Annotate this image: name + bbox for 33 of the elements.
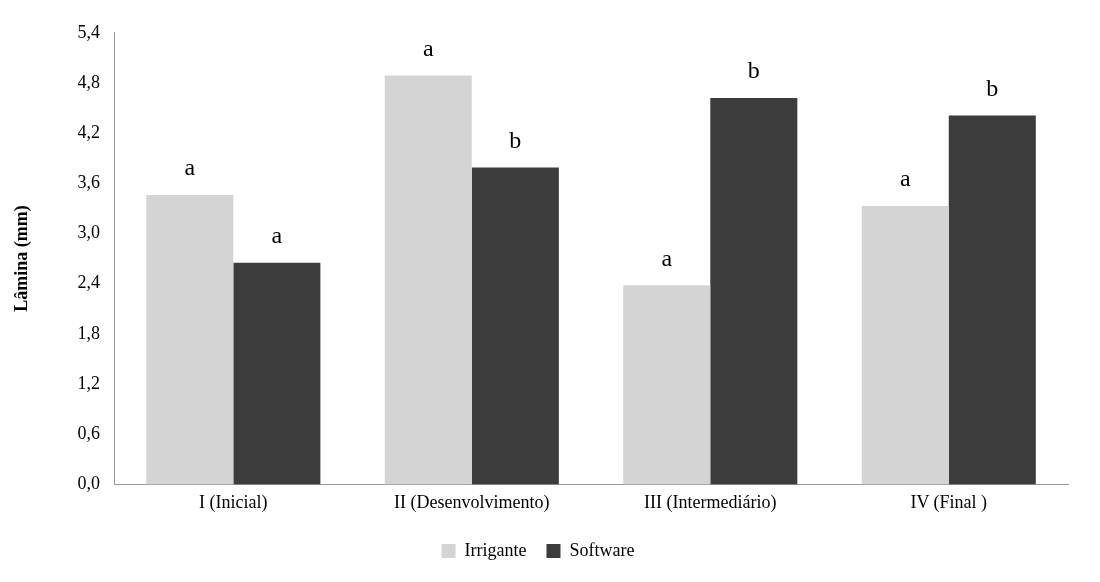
bar <box>146 195 234 485</box>
y-tick-label: 5,4 <box>77 21 101 42</box>
data-label: a <box>184 154 196 181</box>
y-tick-label: 2,4 <box>77 272 101 293</box>
y-tick-label: 0,0 <box>77 473 101 494</box>
x-tick-label: IV (Final ) <box>910 491 988 513</box>
y-tick-label: 3,0 <box>77 222 101 243</box>
y-axis-title: Lâmina (mm) <box>11 205 33 312</box>
data-label: a <box>899 165 911 192</box>
data-label: b <box>747 57 760 84</box>
x-tick-label: II (Desenvolvimento) <box>394 491 550 513</box>
bar <box>233 262 321 485</box>
bar <box>861 205 949 485</box>
x-tick-label: III (Intermediário) <box>644 491 777 513</box>
bar <box>623 285 711 485</box>
y-tick-label: 1,8 <box>77 322 101 343</box>
data-label: a <box>661 244 673 271</box>
y-tick-label: 3,6 <box>77 172 101 193</box>
data-label: a <box>422 34 434 61</box>
legend-label: Software <box>569 539 635 560</box>
y-tick-label: 0,6 <box>77 422 101 443</box>
y-tick-label: 1,2 <box>77 372 101 393</box>
bar <box>471 167 559 485</box>
bar <box>710 98 798 485</box>
data-label: a <box>271 222 283 249</box>
data-label: b <box>509 126 522 153</box>
data-label: b <box>986 74 999 101</box>
bar <box>948 115 1036 485</box>
x-tick-label: I (Inicial) <box>199 491 268 513</box>
y-tick-label: 4,2 <box>77 121 101 142</box>
y-tick-label: 4,8 <box>77 71 101 92</box>
bar <box>384 75 472 485</box>
legend-label: Irrigante <box>464 539 527 560</box>
